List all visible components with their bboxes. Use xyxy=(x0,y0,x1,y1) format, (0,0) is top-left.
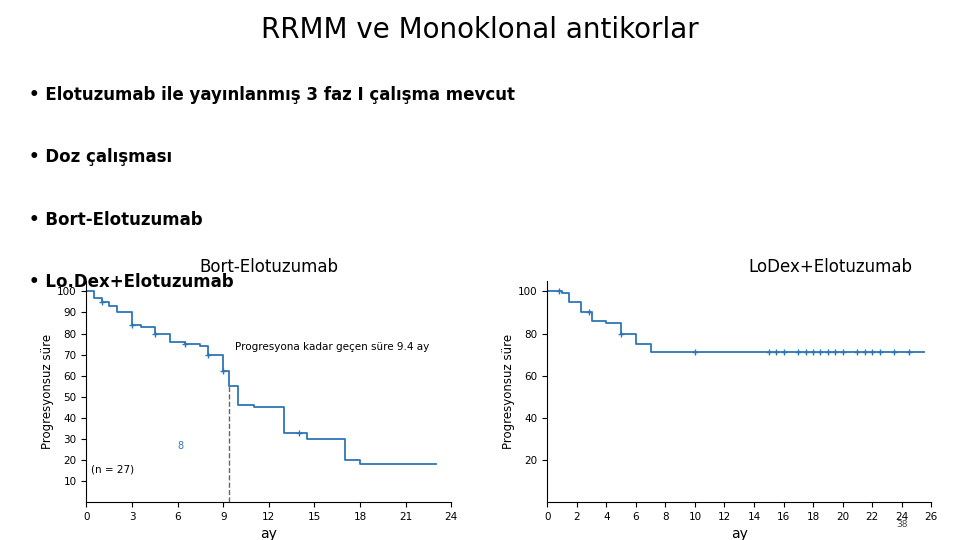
Text: LoDex+Elotuzumab: LoDex+Elotuzumab xyxy=(748,259,912,276)
Text: • Bort-Elotuzumab: • Bort-Elotuzumab xyxy=(29,211,203,228)
Y-axis label: Progresyonsuz süre: Progresyonsuz süre xyxy=(41,334,55,449)
Text: RRMM ve Monoklonal antikorlar: RRMM ve Monoklonal antikorlar xyxy=(261,16,699,44)
Text: 8: 8 xyxy=(178,442,183,451)
Text: • Lo.Dex+Elotuzumab: • Lo.Dex+Elotuzumab xyxy=(29,273,233,291)
Title: Bort-Elotuzumab: Bort-Elotuzumab xyxy=(200,259,338,276)
Text: (n = 27): (n = 27) xyxy=(91,465,134,475)
Text: 38: 38 xyxy=(896,520,907,529)
X-axis label: ay: ay xyxy=(731,528,748,540)
Text: • Elotuzumab ile yayınlanmış 3 faz I çalışma mevcut: • Elotuzumab ile yayınlanmış 3 faz I çal… xyxy=(29,86,515,104)
X-axis label: ay: ay xyxy=(260,528,277,540)
Y-axis label: Progresyonsuz süre: Progresyonsuz süre xyxy=(502,334,516,449)
Text: • Doz çalışması: • Doz çalışması xyxy=(29,148,172,166)
Text: Progresyona kadar geçen süre 9.4 ay: Progresyona kadar geçen süre 9.4 ay xyxy=(235,342,430,353)
